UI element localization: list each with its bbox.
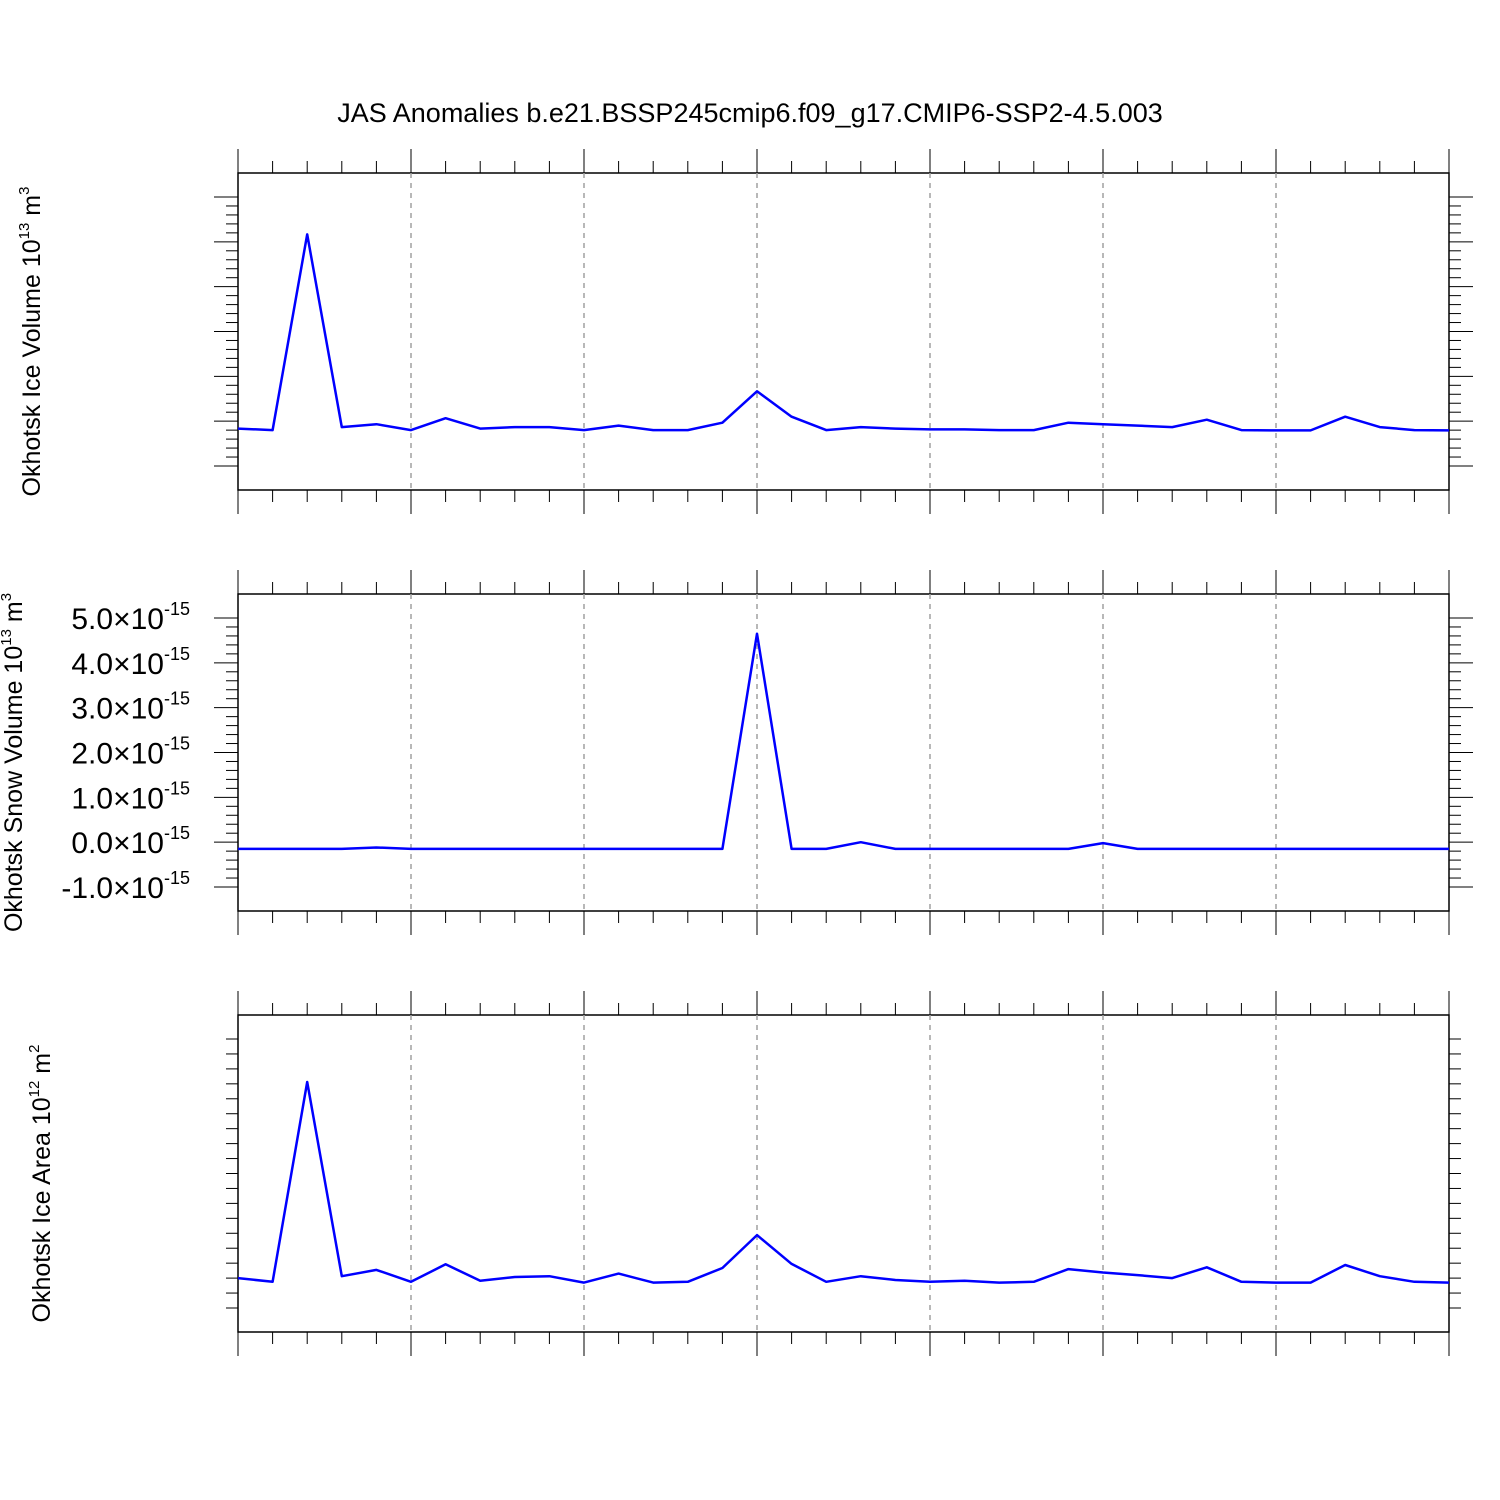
y-tick-mantissa: 2.0 bbox=[71, 738, 113, 771]
y-tick-exponent: -15 bbox=[164, 599, 190, 619]
y-tick-times: ×10 bbox=[113, 738, 164, 771]
y-axis-label-exp: 12 bbox=[26, 1081, 43, 1098]
y-tick-label: 1.0×10-15 bbox=[71, 778, 190, 815]
figure-title: JAS Anomalies b.e21.BSSP245cmip6.f09_g17… bbox=[337, 98, 1163, 128]
y-axis-label-exp: 13 bbox=[16, 223, 33, 240]
y-tick-mantissa: 5.0 bbox=[71, 603, 113, 636]
y-tick-mantissa: 4.0 bbox=[71, 648, 113, 681]
y-tick-mantissa: 3.0 bbox=[71, 693, 113, 726]
y-axis-label-unit2: m bbox=[0, 601, 28, 629]
y-axis-label-unit2: m bbox=[28, 1053, 56, 1081]
y-tick-exponent: -15 bbox=[164, 734, 190, 754]
y-axis-label: Okhotsk Ice Area 1012 m2 bbox=[26, 1045, 56, 1323]
y-axis-label-exp: 13 bbox=[0, 629, 15, 646]
y-tick-times: ×10 bbox=[113, 693, 164, 726]
y-tick-label: 0.0×10-15 bbox=[71, 823, 190, 860]
y-tick-exponent: -15 bbox=[164, 644, 190, 664]
y-axis-label-text: Okhotsk Ice Area bbox=[28, 1125, 56, 1322]
y-tick-label: 2.0×10-15 bbox=[71, 734, 190, 771]
y-axis-label-exp2: 2 bbox=[26, 1045, 43, 1053]
y-tick-times: ×10 bbox=[113, 648, 164, 681]
y-axis-label: Okhotsk Ice Volume 1013 m3 bbox=[16, 187, 46, 497]
y-axis-label-text: Okhotsk Ice Volume bbox=[18, 267, 46, 496]
y-tick-times: ×10 bbox=[113, 872, 164, 905]
y-axis-label-exp2: 3 bbox=[16, 187, 33, 195]
y-tick-exponent: -15 bbox=[164, 868, 190, 888]
y-tick-times: ×10 bbox=[113, 827, 164, 860]
panels: Okhotsk Ice Volume 1013 m3-1.0×10-150.0×… bbox=[0, 149, 1473, 1356]
y-axis-label-unit2: m bbox=[18, 195, 46, 223]
chart-panel-2: -1.0×10-150.0×10-151.0×10-152.0×10-153.0… bbox=[0, 570, 1473, 935]
y-tick-mantissa: 1.0 bbox=[71, 782, 113, 815]
y-axis-label-unit: 10 bbox=[0, 646, 28, 674]
y-tick-times: ×10 bbox=[113, 603, 164, 636]
y-tick-exponent: -15 bbox=[164, 823, 190, 843]
y-tick-label: 5.0×10-15 bbox=[71, 599, 190, 636]
y-tick-mantissa: -1.0 bbox=[61, 872, 113, 905]
y-tick-mantissa: 0.0 bbox=[71, 827, 113, 860]
y-axis-label: Okhotsk Snow Volume 1013 m3 bbox=[0, 593, 28, 932]
chart-panel-3: Okhotsk Ice Area 1012 m2 bbox=[26, 991, 1461, 1356]
y-tick-label: 3.0×10-15 bbox=[71, 689, 190, 726]
y-tick-exponent: -15 bbox=[164, 689, 190, 709]
y-axis-label-exp2: 3 bbox=[0, 593, 15, 601]
y-axis-label-unit: 10 bbox=[28, 1097, 56, 1125]
y-tick-label: -1.0×10-15 bbox=[61, 868, 190, 905]
y-tick-label: 4.0×10-15 bbox=[71, 644, 190, 681]
y-tick-times: ×10 bbox=[113, 782, 164, 815]
y-axis-label-text: Okhotsk Snow Volume bbox=[0, 674, 28, 932]
series-line-1 bbox=[237, 1080, 1450, 1284]
y-tick-exponent: -15 bbox=[164, 778, 190, 798]
chart-panel-1: Okhotsk Ice Volume 1013 m3 bbox=[16, 149, 1473, 514]
y-axis-label-unit: 10 bbox=[18, 239, 46, 267]
series-line-1 bbox=[238, 632, 1449, 851]
series-line-1 bbox=[237, 233, 1450, 432]
